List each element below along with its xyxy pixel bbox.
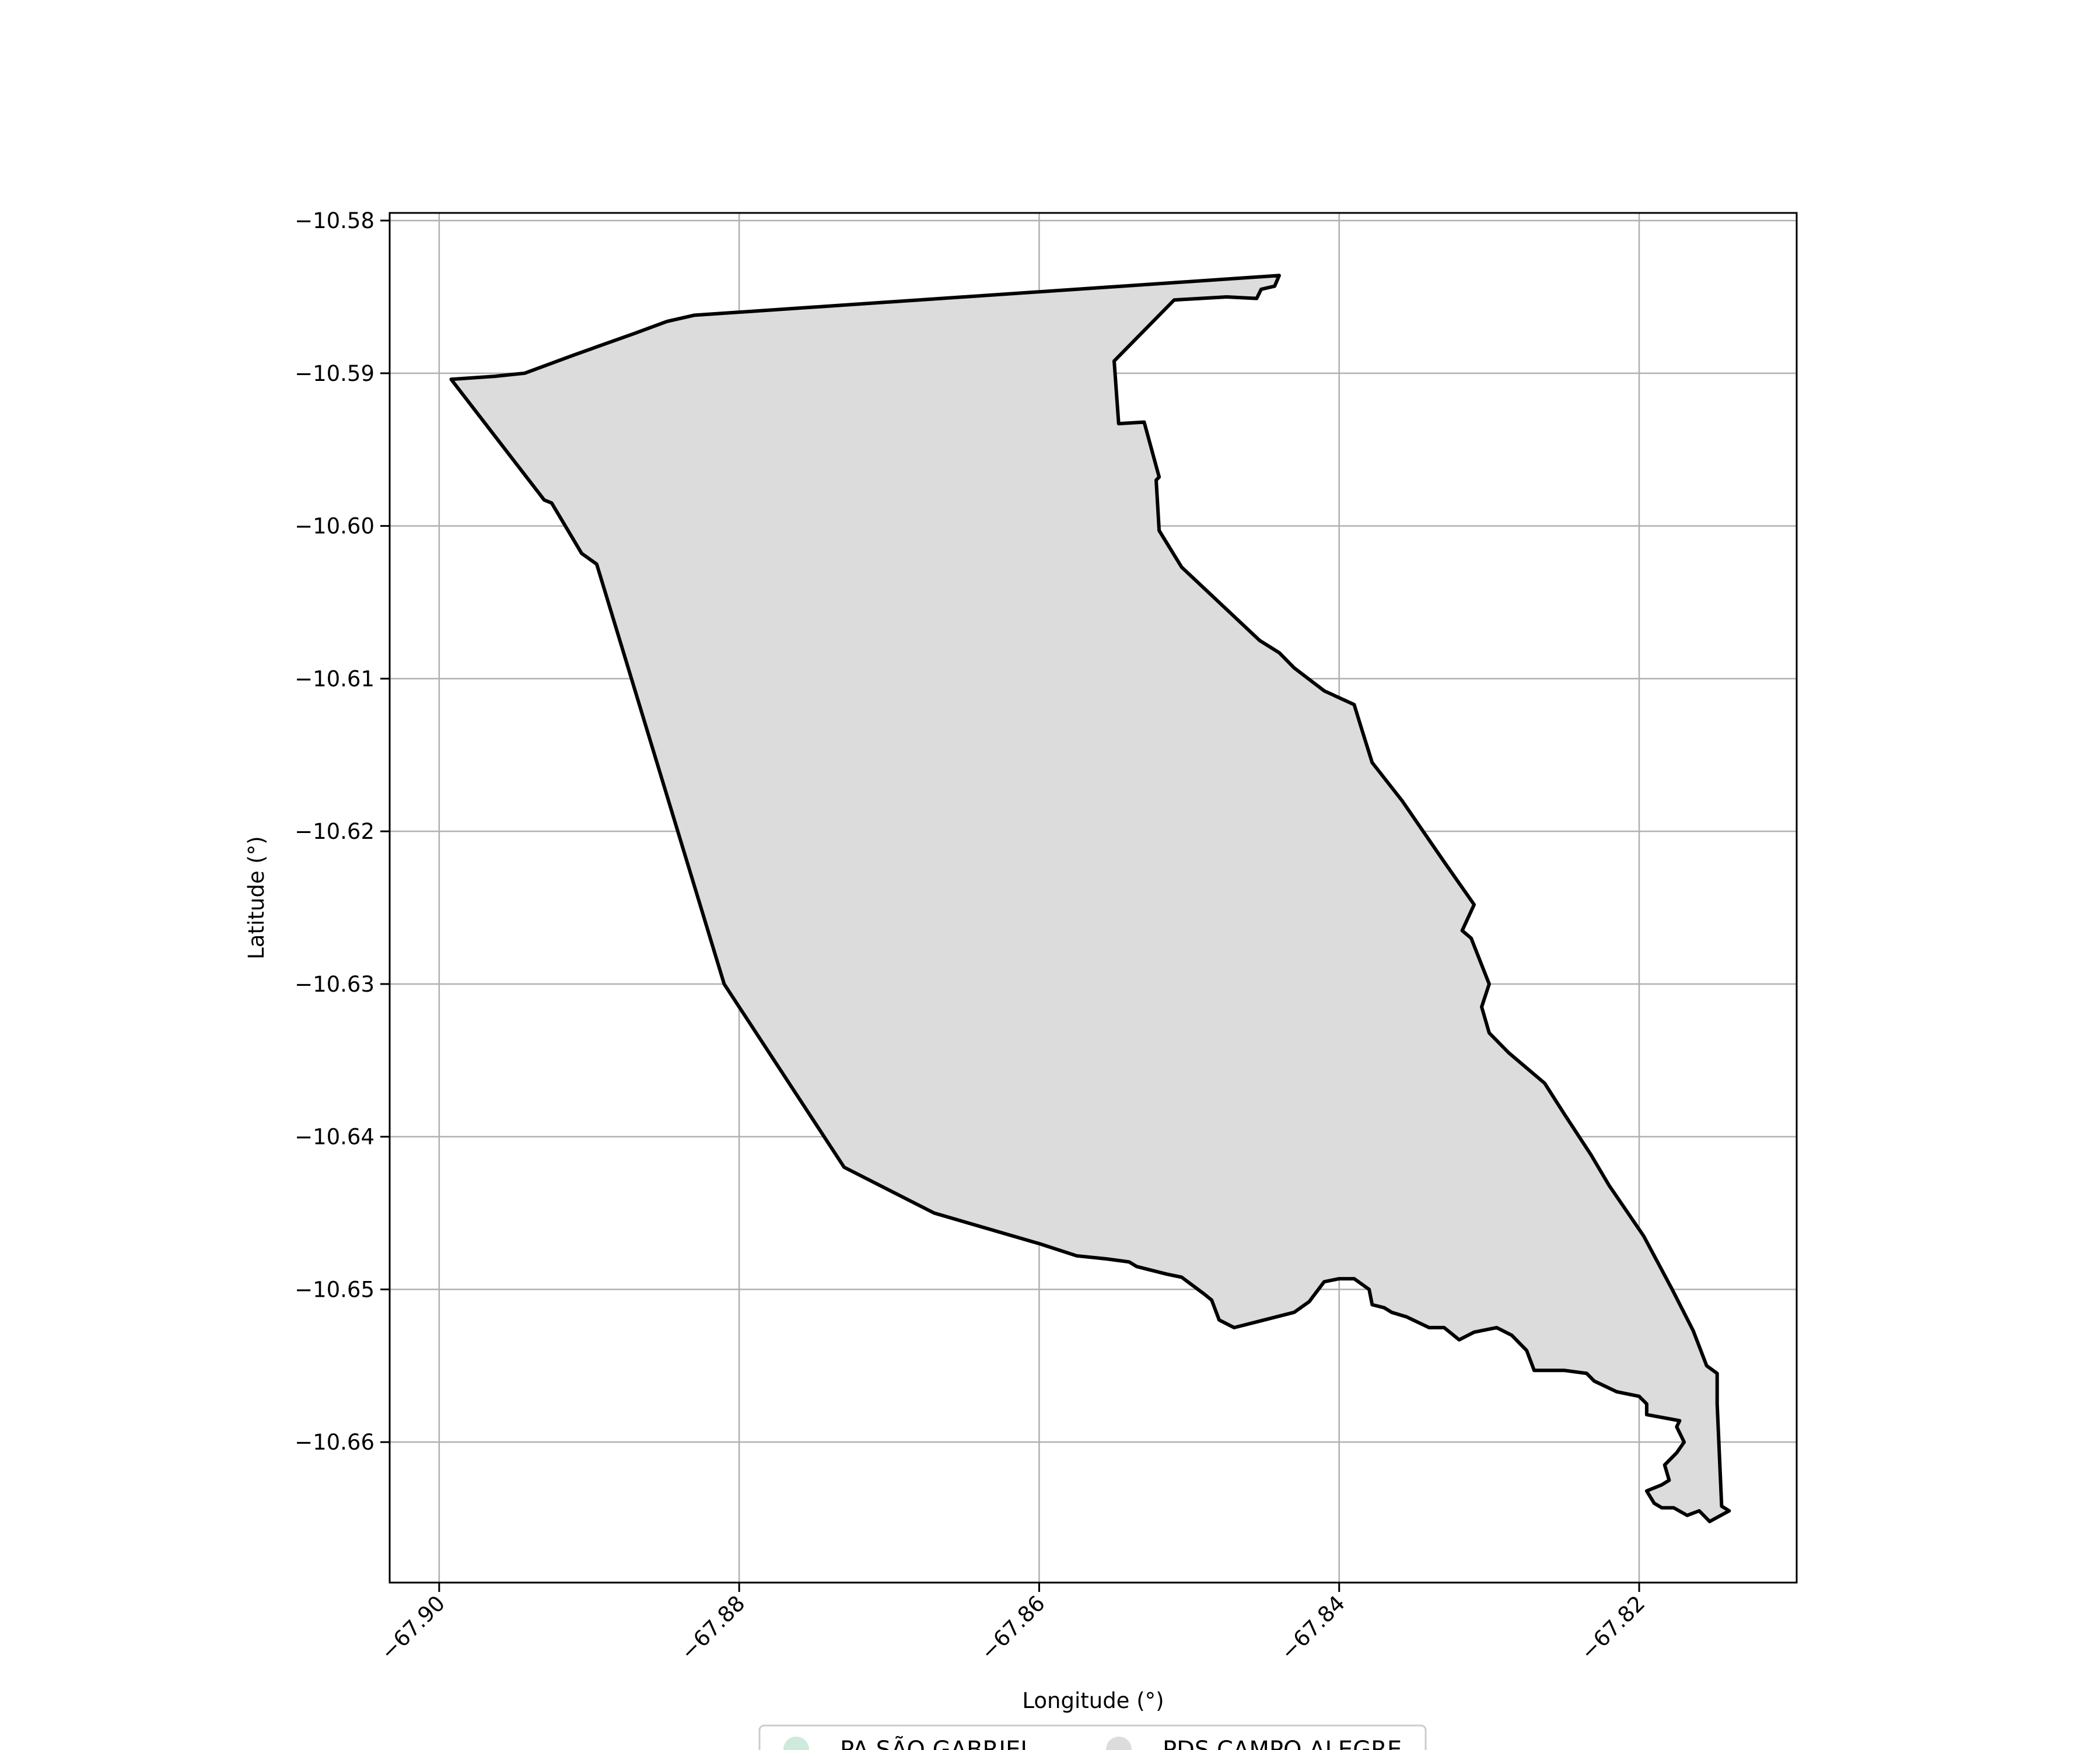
map-polygons — [449, 274, 1731, 1524]
y-tick-label-0: −10.58 — [295, 208, 374, 233]
y-tick-label-1: −10.59 — [295, 361, 374, 386]
y-tick-label-5: −10.63 — [295, 972, 374, 997]
y-tick-label-8: −10.66 — [295, 1430, 374, 1455]
y-axis-ticks: −10.58 −10.59 −10.60 −10.61 −10.62 −10.63 −10.… — [295, 208, 390, 1455]
legend-marker-pds-campo-alegre — [1106, 1737, 1132, 1750]
plot-area-frame — [388, 212, 1798, 1584]
y-tick-label-6: −10.64 — [295, 1125, 374, 1150]
y-axis-label: Latitude (°) — [244, 836, 269, 959]
legend-label-pa-sao-gabriel: PA SÃO GABRIEL — [840, 1735, 1034, 1750]
x-axis-label: Longitude (°) — [1022, 1688, 1164, 1713]
legend-box — [758, 1724, 1427, 1750]
pds-campo-alegre-polygon — [449, 274, 1731, 1524]
legend-marker-pa-sao-gabriel — [783, 1737, 809, 1750]
y-tick-label-3: −10.61 — [295, 666, 374, 691]
legend: PA SÃO GABRIEL PDS CAMPO ALEGRE — [758, 1724, 1427, 1750]
legend-label-pds-campo-alegre: PDS CAMPO ALEGRE — [1163, 1737, 1402, 1750]
y-tick-label-4: −10.62 — [295, 819, 374, 844]
y-tick-label-2: −10.60 — [295, 514, 374, 539]
y-tick-label-7: −10.65 — [295, 1277, 374, 1302]
